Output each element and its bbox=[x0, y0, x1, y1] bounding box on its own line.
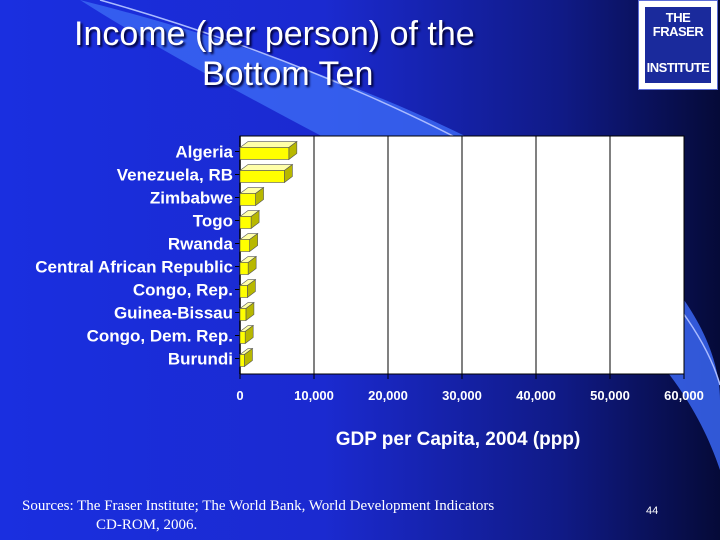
bar bbox=[239, 216, 252, 229]
x-tick-label: 0 bbox=[236, 388, 243, 403]
source-note: Sources: The Fraser Institute; The World… bbox=[22, 497, 622, 535]
bar bbox=[239, 308, 247, 321]
bar bbox=[239, 147, 290, 160]
category-label: Algeria bbox=[175, 143, 233, 162]
category-label: Burundi bbox=[168, 350, 233, 369]
category-label: Zimbabwe bbox=[150, 189, 233, 208]
category-label: Central African Republic bbox=[35, 258, 233, 277]
bar bbox=[239, 331, 246, 344]
x-tick-label: 30,000 bbox=[442, 388, 482, 403]
logo-text: THE FRASER INSTITUTE bbox=[645, 11, 711, 75]
bar bbox=[239, 262, 249, 275]
x-tick-label: 40,000 bbox=[516, 388, 556, 403]
logo-line-1: THE FRASER bbox=[652, 10, 704, 39]
bar bbox=[239, 354, 245, 367]
category-label: Venezuela, RB bbox=[117, 166, 233, 185]
logo-panel: THE FRASER INSTITUTE bbox=[645, 7, 711, 83]
logo-line-2: INSTITUTE bbox=[646, 60, 710, 75]
title-line-2: Bottom Ten bbox=[202, 55, 374, 93]
bar bbox=[239, 239, 250, 252]
chart-root: 0 10,000 20,000 30,000 40,000 50,000 60,000 Alg… bbox=[35, 135, 704, 450]
source-line-1: Sources: The Fraser Institute; The World… bbox=[22, 498, 495, 514]
x-tick-label: 10,000 bbox=[294, 388, 334, 403]
category-label: Congo, Dem. Rep. bbox=[87, 327, 233, 346]
bar-chart: 0 10,000 20,000 30,000 40,000 50,000 60,000 Alg… bbox=[35, 135, 704, 450]
bar-top-face bbox=[239, 164, 294, 171]
source-line-2: CD-ROM, 2006. bbox=[96, 517, 198, 533]
x-tick-label: 60,000 bbox=[664, 388, 704, 403]
fraser-institute-logo: THE FRASER INSTITUTE bbox=[638, 0, 718, 90]
category-label: Togo bbox=[193, 212, 233, 231]
x-tick-label: 50,000 bbox=[590, 388, 630, 403]
category-label: Congo, Rep. bbox=[133, 281, 233, 300]
category-label: Rwanda bbox=[168, 235, 234, 254]
bar bbox=[239, 193, 256, 206]
bar-top-face bbox=[239, 141, 298, 148]
category-label: Guinea-Bissau bbox=[114, 304, 233, 323]
title-line-1: Income (per person) of the bbox=[74, 15, 475, 53]
x-tick-label: 20,000 bbox=[368, 388, 408, 403]
bar bbox=[239, 285, 248, 298]
page-number: 44 bbox=[646, 505, 659, 517]
x-axis-title: GDP per Capita, 2004 (ppp) bbox=[336, 429, 581, 450]
bar bbox=[239, 170, 285, 183]
